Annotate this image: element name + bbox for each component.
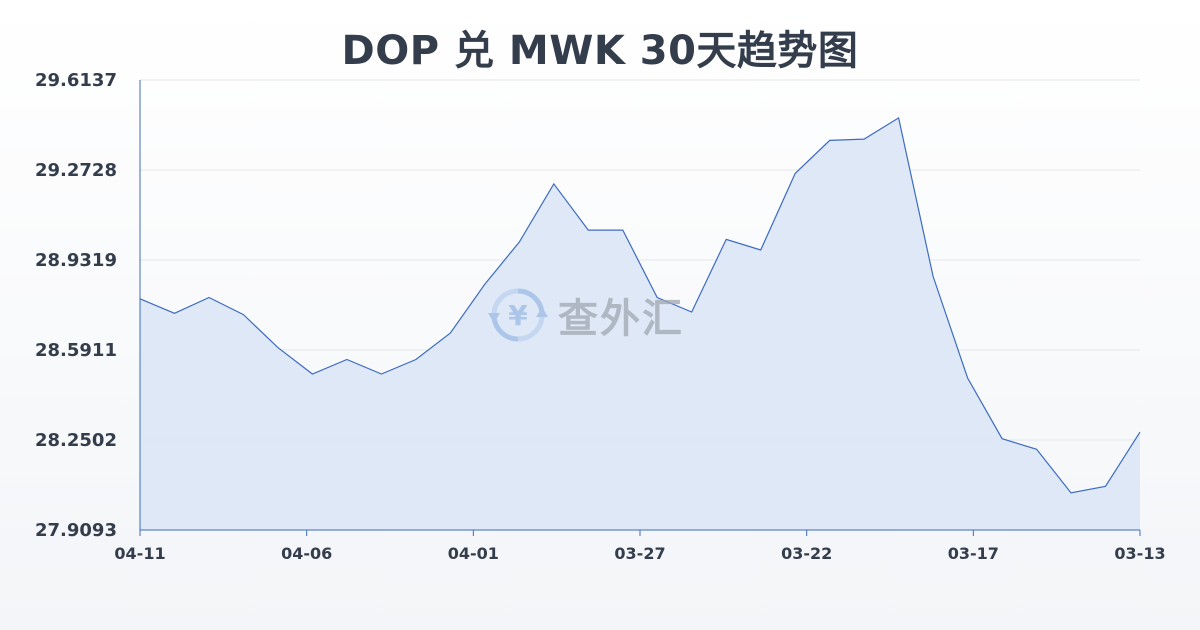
y-tick-label: 27.9093 [35,520,117,541]
y-tick-label: 28.5911 [35,340,117,361]
y-tick-label: 28.9319 [35,250,117,271]
area-fill [140,117,1140,531]
y-tick-label: 29.6137 [35,70,117,91]
yen-exchange-icon: ¥ [488,288,548,342]
watermark-text: 查外汇 [558,296,684,342]
x-tick-label: 04-11 [114,544,165,563]
chart-title: DOP 兑 MWK 30天趋势图 [341,28,859,74]
x-tick-label: 03-13 [1114,544,1165,563]
y-tick-label: 28.2502 [35,430,117,451]
watermark: ¥ 查外汇 [488,285,684,345]
y-axis-ticks: 29.6137 29.2728 28.9319 28.5911 28.2502 27.90… [35,70,117,541]
svg-text:¥: ¥ [508,299,528,332]
x-tick-label: 03-17 [948,544,999,563]
x-tick-label: 03-27 [614,544,665,563]
series-line [139,116,1141,494]
x-tick-label: 04-01 [448,544,499,563]
x-tick-label: 03-22 [781,544,832,563]
x-axis-ticks: 04-11 04-06 04-01 03-27 03-22 03-17 03-13 [114,530,1166,563]
x-tick-label: 04-06 [281,544,332,563]
y-tick-label: 29.2728 [35,160,117,181]
area-series [139,116,1141,531]
